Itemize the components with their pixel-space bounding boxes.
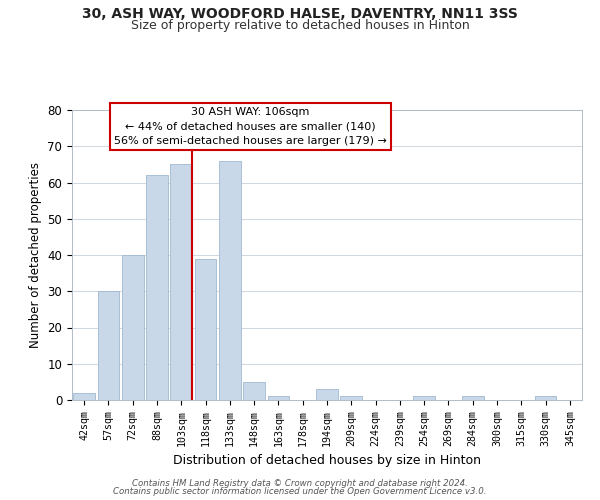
Bar: [316, 389, 338, 400]
Text: 30, ASH WAY, WOODFORD HALSE, DAVENTRY, NN11 3SS: 30, ASH WAY, WOODFORD HALSE, DAVENTRY, N…: [82, 8, 518, 22]
Text: 30 ASH WAY: 106sqm
← 44% of detached houses are smaller (140)
56% of semi-detach: 30 ASH WAY: 106sqm ← 44% of detached hou…: [114, 107, 387, 146]
Y-axis label: Number of detached properties: Number of detached properties: [29, 162, 42, 348]
Bar: [462, 396, 484, 400]
Bar: [413, 396, 435, 400]
Bar: [170, 164, 192, 400]
Bar: [73, 393, 95, 400]
Bar: [194, 258, 217, 400]
Bar: [243, 382, 265, 400]
Bar: [146, 176, 168, 400]
Bar: [340, 396, 362, 400]
Bar: [268, 396, 289, 400]
Bar: [535, 396, 556, 400]
Text: Contains HM Land Registry data © Crown copyright and database right 2024.: Contains HM Land Registry data © Crown c…: [132, 478, 468, 488]
Text: Contains public sector information licensed under the Open Government Licence v3: Contains public sector information licen…: [113, 487, 487, 496]
Bar: [122, 255, 143, 400]
X-axis label: Distribution of detached houses by size in Hinton: Distribution of detached houses by size …: [173, 454, 481, 467]
Bar: [219, 161, 241, 400]
Text: Size of property relative to detached houses in Hinton: Size of property relative to detached ho…: [131, 18, 469, 32]
Bar: [97, 291, 119, 400]
